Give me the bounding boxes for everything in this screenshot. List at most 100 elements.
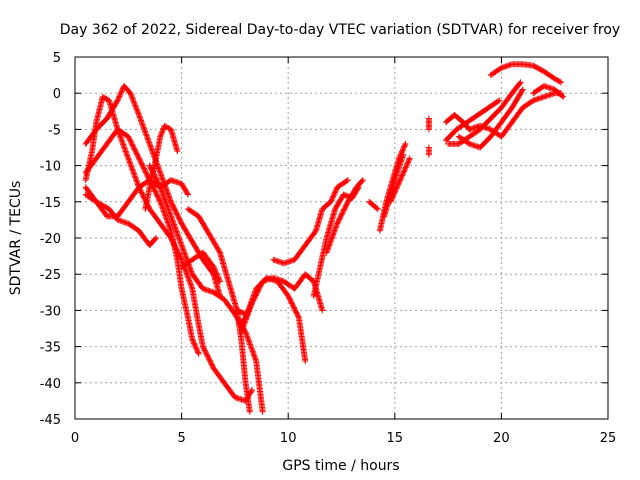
data-point	[403, 163, 410, 170]
data-point	[102, 95, 109, 102]
data-point	[181, 249, 188, 256]
data-point	[193, 345, 200, 352]
data-point	[139, 190, 146, 197]
data-point	[393, 185, 400, 192]
data-point	[203, 349, 210, 356]
data-point	[142, 128, 149, 135]
data-point	[392, 186, 399, 193]
data-point	[293, 310, 300, 317]
data-point	[116, 93, 123, 100]
data-point	[147, 142, 154, 149]
data-point	[167, 198, 174, 205]
data-point	[144, 171, 151, 178]
data-point	[154, 177, 161, 184]
data-point	[516, 80, 523, 87]
data-point	[327, 238, 334, 245]
data-point	[216, 248, 223, 255]
data-point	[245, 309, 252, 316]
data-point	[343, 177, 350, 184]
data-point	[325, 243, 332, 250]
data-point	[140, 164, 147, 171]
data-point	[401, 143, 408, 150]
data-point	[154, 192, 161, 199]
data-point	[555, 77, 562, 84]
data-point	[328, 197, 335, 204]
data-point	[187, 267, 194, 274]
data-point	[388, 196, 395, 203]
data-point	[187, 265, 194, 272]
data-point	[153, 191, 160, 198]
data-point	[208, 361, 215, 368]
data-point	[164, 205, 171, 212]
data-point	[165, 191, 172, 198]
data-point	[343, 202, 350, 209]
data-point	[135, 155, 142, 162]
data-point	[132, 176, 139, 183]
data-point	[164, 218, 171, 225]
data-point	[241, 319, 248, 326]
data-point	[159, 204, 166, 211]
data-point	[126, 136, 133, 143]
data-point	[286, 295, 293, 302]
data-point	[239, 324, 246, 331]
data-point	[247, 341, 254, 348]
data-point	[210, 263, 217, 270]
data-point	[151, 172, 158, 179]
data-point	[552, 76, 559, 83]
data-point	[138, 189, 145, 196]
data-point	[401, 167, 408, 174]
data-point	[400, 146, 407, 153]
data-point	[187, 281, 194, 288]
data-point	[396, 179, 403, 186]
data-point	[249, 298, 256, 305]
data-point	[171, 206, 178, 213]
data-point	[244, 333, 251, 340]
data-point	[129, 95, 136, 102]
data-point	[331, 190, 338, 197]
data-point	[161, 196, 168, 203]
data-point	[247, 302, 254, 309]
data-point	[184, 190, 191, 197]
data-point	[389, 194, 396, 201]
data-point	[340, 207, 347, 214]
data-point	[167, 213, 174, 220]
data-point	[179, 244, 186, 251]
data-point	[159, 176, 166, 183]
data-point	[495, 98, 502, 105]
data-point	[402, 164, 409, 171]
data-point	[326, 242, 333, 249]
data-point	[168, 200, 175, 207]
data-point	[157, 133, 164, 140]
data-point	[125, 156, 132, 163]
x-tick-label: 25	[600, 431, 617, 446]
data-point	[134, 180, 141, 187]
data-point	[158, 130, 165, 137]
data-point	[324, 246, 331, 253]
data-point	[166, 223, 173, 230]
data-point	[192, 342, 199, 349]
data-point	[402, 140, 409, 147]
data-point	[140, 165, 147, 172]
data-point	[103, 204, 110, 211]
data-point	[173, 227, 180, 234]
data-point	[204, 352, 211, 359]
data-point	[331, 189, 338, 196]
data-point	[169, 202, 176, 209]
data-point	[135, 182, 142, 189]
data-point	[143, 131, 150, 138]
data-point	[250, 351, 257, 358]
data-point	[127, 90, 134, 97]
data-point	[164, 219, 171, 226]
data-point	[152, 236, 159, 243]
data-point	[134, 107, 141, 114]
data-point	[157, 132, 164, 139]
data-point	[400, 168, 407, 175]
data-point	[118, 136, 125, 143]
data-point	[465, 140, 472, 147]
data-point	[162, 123, 169, 130]
data-point	[165, 222, 172, 229]
data-point	[102, 203, 109, 210]
data-point	[184, 191, 191, 198]
data-point	[240, 322, 247, 329]
